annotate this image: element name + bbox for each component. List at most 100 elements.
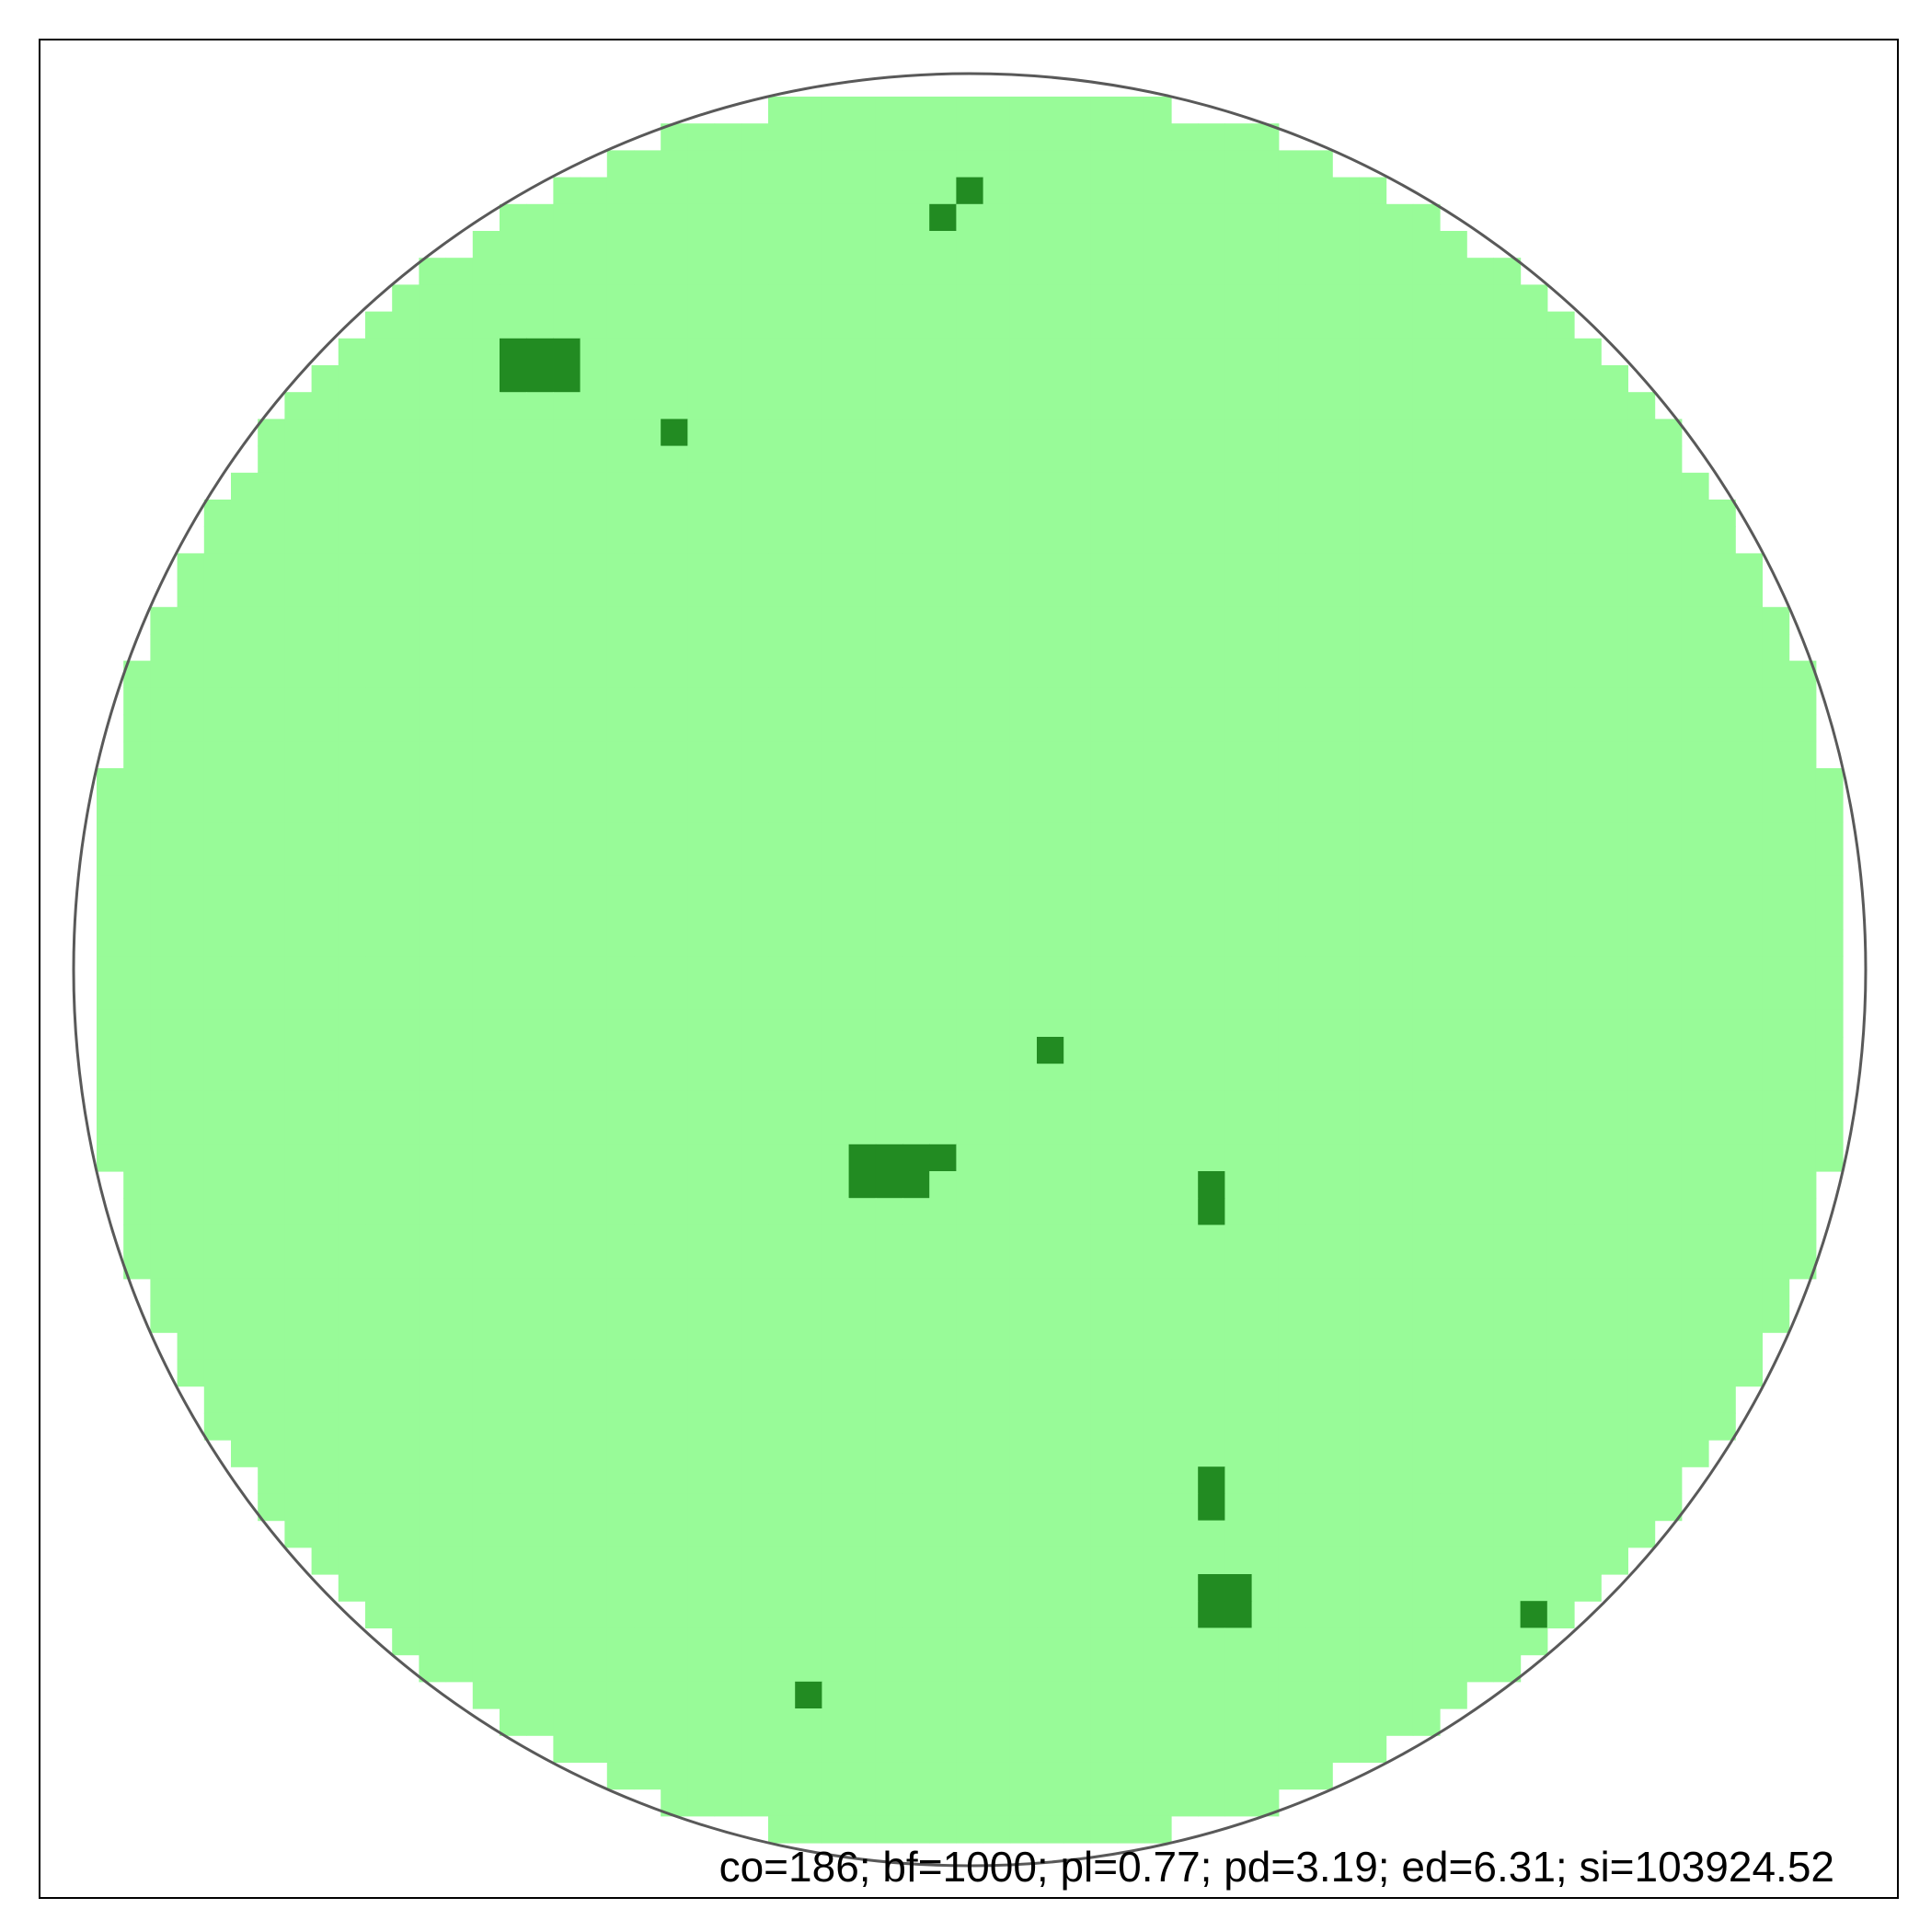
die (1305, 1090, 1333, 1118)
die (1171, 1225, 1199, 1252)
die (929, 1386, 957, 1414)
die (312, 1547, 339, 1575)
die (661, 1708, 688, 1736)
die (741, 1010, 769, 1038)
die (178, 1359, 205, 1386)
die (1198, 419, 1225, 446)
die (1627, 1466, 1655, 1494)
die (1171, 231, 1199, 259)
die (1090, 687, 1118, 715)
die (1279, 526, 1306, 554)
die (1224, 607, 1252, 635)
die (1305, 1574, 1333, 1602)
die (1144, 553, 1172, 581)
die (768, 903, 796, 930)
die (1627, 1521, 1655, 1548)
die (446, 1064, 474, 1091)
die (983, 822, 1011, 849)
die (1037, 1064, 1064, 1091)
die (1063, 687, 1091, 715)
die (580, 1225, 608, 1252)
die (500, 1171, 527, 1199)
die (553, 446, 580, 474)
die (446, 1601, 474, 1628)
die (123, 903, 151, 930)
die (580, 1627, 608, 1655)
die (284, 1118, 312, 1145)
die (1198, 687, 1225, 715)
die (822, 339, 849, 366)
die (876, 1037, 903, 1064)
die (312, 687, 339, 715)
die (1171, 1440, 1199, 1467)
die (1198, 178, 1225, 205)
die (1037, 983, 1064, 1011)
die (419, 1010, 446, 1038)
die (1010, 1198, 1038, 1225)
die (1655, 1225, 1683, 1252)
die (526, 1466, 554, 1494)
die (1627, 473, 1655, 500)
die (500, 956, 527, 983)
die (1440, 1413, 1467, 1441)
die (178, 1090, 205, 1118)
die (929, 1413, 957, 1441)
die (1252, 365, 1280, 393)
die (661, 1144, 688, 1172)
die (1198, 284, 1225, 312)
die (902, 983, 930, 1011)
die (661, 822, 688, 849)
die (607, 687, 635, 715)
die (1574, 661, 1602, 688)
die (500, 1655, 527, 1683)
die (204, 742, 232, 769)
die (1359, 339, 1386, 366)
die (553, 553, 580, 581)
die (1493, 446, 1521, 474)
die (1118, 150, 1145, 178)
die (902, 1010, 930, 1038)
die (339, 903, 366, 930)
die (1198, 123, 1225, 151)
die (1386, 526, 1414, 554)
die (634, 768, 661, 796)
die (1708, 1359, 1736, 1386)
die (795, 1627, 822, 1655)
die (687, 1225, 715, 1252)
die (1493, 1413, 1521, 1441)
die (795, 607, 822, 635)
die (849, 1708, 877, 1736)
die (1789, 956, 1817, 983)
die (929, 795, 957, 822)
die (339, 1413, 366, 1441)
die (1413, 1090, 1441, 1118)
die (1601, 956, 1628, 983)
die (822, 742, 849, 769)
die (392, 392, 420, 420)
die (1413, 822, 1441, 849)
die (1789, 1144, 1817, 1172)
die (687, 1440, 715, 1467)
die (1574, 903, 1602, 930)
die (1279, 1171, 1306, 1199)
die (1332, 1708, 1360, 1736)
die (1708, 1010, 1736, 1038)
die (526, 204, 554, 232)
die (1493, 768, 1521, 796)
die (500, 687, 527, 715)
die (1521, 929, 1548, 957)
die (419, 661, 446, 688)
die (1816, 1037, 1844, 1064)
die (1521, 312, 1548, 339)
die (1090, 526, 1118, 554)
die (849, 1493, 877, 1521)
die (902, 1601, 930, 1628)
die (339, 419, 366, 446)
defect-die (902, 1144, 930, 1172)
die (500, 1627, 527, 1655)
die (1063, 1386, 1091, 1414)
die (929, 123, 957, 151)
die (768, 1225, 796, 1252)
die (1493, 1252, 1521, 1280)
die (1521, 1225, 1548, 1252)
